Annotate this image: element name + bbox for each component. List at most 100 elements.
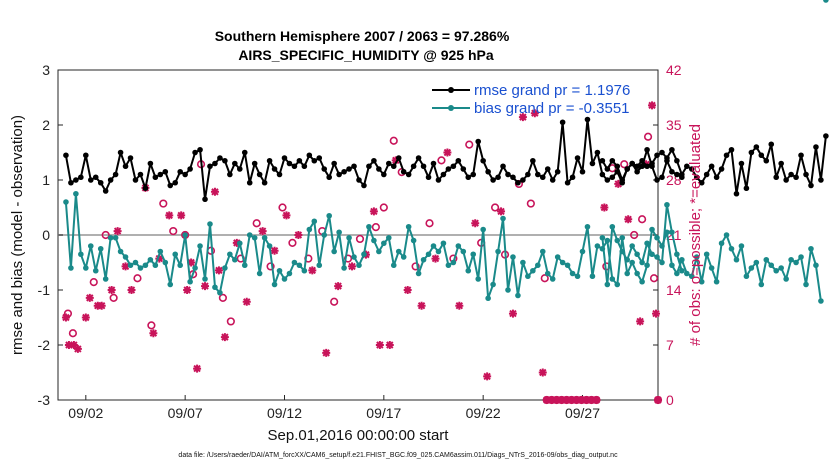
- obs-possible-marker: [643, 132, 653, 141]
- rmse-series-point: [425, 174, 432, 181]
- obs-evaluated-marker: [73, 344, 82, 353]
- bias-series-point: [818, 298, 824, 304]
- x-tick-label: 09/02: [68, 405, 103, 421]
- obs-evaluated-marker: [193, 364, 202, 373]
- rmse-series-point: [172, 179, 179, 186]
- obs-evaluated-marker: [61, 313, 70, 322]
- rmse-series-point: [68, 179, 74, 186]
- rmse-series-point: [693, 174, 700, 181]
- bias-series-point: [808, 245, 814, 252]
- rmse-series-point: [102, 188, 109, 194]
- obs-evaluated-marker: [165, 211, 174, 220]
- bias-series-point: [758, 281, 765, 288]
- rmse-series-point: [569, 174, 576, 181]
- rmse-series-point: [549, 177, 556, 183]
- bias-series-point: [579, 248, 586, 255]
- bias-series-point: [803, 281, 809, 288]
- obs-possible-marker: [147, 321, 156, 330]
- rmse-series-point: [351, 163, 357, 170]
- bias-series-point: [415, 270, 422, 277]
- x-tick-label: 09/17: [366, 405, 401, 421]
- bias-series-point: [475, 276, 481, 282]
- bias-series-point: [425, 251, 432, 258]
- rmse-series-point: [73, 177, 79, 183]
- bias-series-point: [609, 276, 616, 282]
- obs-evaluated-marker: [64, 341, 73, 349]
- rmse-series-point: [356, 177, 362, 183]
- rmse-series-point: [182, 171, 188, 178]
- bias-series-point: [535, 262, 541, 269]
- rmse-series-point: [241, 149, 248, 156]
- bias-series-point: [778, 265, 784, 271]
- rmse-series-point: [390, 163, 397, 170]
- x-axis-label: Sep.01,2016 00:00:00 start: [268, 427, 450, 444]
- bias-series-point: [361, 251, 367, 258]
- bias-series-point: [291, 259, 298, 266]
- bias-series-point: [306, 226, 313, 233]
- bias-series-point: [152, 262, 159, 269]
- obs-evaluated-marker: [547, 396, 556, 404]
- obs-evaluated-marker: [242, 297, 251, 306]
- rmse-series-point: [823, 133, 829, 139]
- obs-evaluated-marker: [149, 329, 158, 338]
- rmse-series-point: [554, 168, 561, 175]
- bias-series-point: [331, 248, 337, 255]
- rmse-series-point: [793, 174, 799, 181]
- rmse-series-point: [341, 168, 347, 175]
- bias-series-point: [629, 243, 635, 249]
- rmse-series-point: [803, 171, 809, 178]
- bias-series-point: [614, 281, 621, 288]
- bias-series-point: [783, 276, 789, 282]
- rmse-series-point: [649, 163, 655, 170]
- y-tick-label-left: -3: [38, 392, 51, 408]
- obs-possible-marker: [526, 199, 535, 208]
- bias-series-point: [718, 240, 725, 247]
- rmse-series-point: [530, 157, 536, 164]
- bias-series-point: [604, 281, 611, 288]
- rmse-series-point: [152, 174, 159, 181]
- obs-count-markers: [61, 101, 663, 405]
- bias-series-point: [385, 234, 392, 241]
- rmse-series-point: [808, 182, 814, 189]
- bias-series-point: [187, 278, 193, 285]
- bias-series-point: [530, 267, 536, 274]
- obs-evaluated-marker: [348, 262, 357, 271]
- obs-evaluated-marker: [471, 219, 480, 228]
- rmse-series-point: [147, 160, 154, 167]
- legend: rmse grand pr = 1.1976 bias grand pr = -…: [432, 82, 630, 117]
- bias-series-point: [723, 232, 730, 238]
- obs-evaluated-marker: [214, 266, 223, 275]
- obs-evaluated-marker: [508, 309, 517, 318]
- rmse-series-line: [64, 118, 827, 201]
- rmse-series-point: [162, 168, 169, 175]
- obs-evaluated-marker: [201, 282, 210, 291]
- bias-series-point: [639, 259, 645, 266]
- rmse-series-point: [107, 177, 114, 183]
- rmse-series-point: [624, 166, 631, 172]
- bias-series-point: [172, 251, 179, 258]
- bias-series-point: [207, 221, 213, 227]
- rmse-series-point: [127, 155, 134, 161]
- series-layer: [63, 0, 829, 304]
- rmse-series-point: [217, 155, 223, 161]
- bias-series-point: [137, 265, 144, 271]
- rmse-series-point: [420, 163, 427, 170]
- bias-series-point: [227, 251, 233, 258]
- obs-evaluated-marker: [308, 266, 317, 275]
- rmse-series-point: [788, 171, 794, 178]
- rmse-series-point: [142, 185, 149, 192]
- rmse-series-point: [629, 160, 635, 167]
- bias-series-point: [505, 287, 511, 293]
- bias-series-point: [544, 270, 551, 277]
- rmse-series-point: [579, 168, 586, 175]
- y-tick-label-left: 0: [42, 227, 50, 243]
- bias-series-point: [107, 234, 114, 241]
- obs-evaluated-marker: [403, 286, 412, 294]
- obs-evaluated-marker: [270, 246, 279, 255]
- bias-series-point: [659, 259, 665, 266]
- bias-series-point: [649, 226, 655, 233]
- bias-series-point: [366, 223, 372, 230]
- bias-series-point: [693, 254, 700, 260]
- obs-evaluated-marker: [654, 396, 662, 404]
- bias-series-point: [410, 237, 417, 244]
